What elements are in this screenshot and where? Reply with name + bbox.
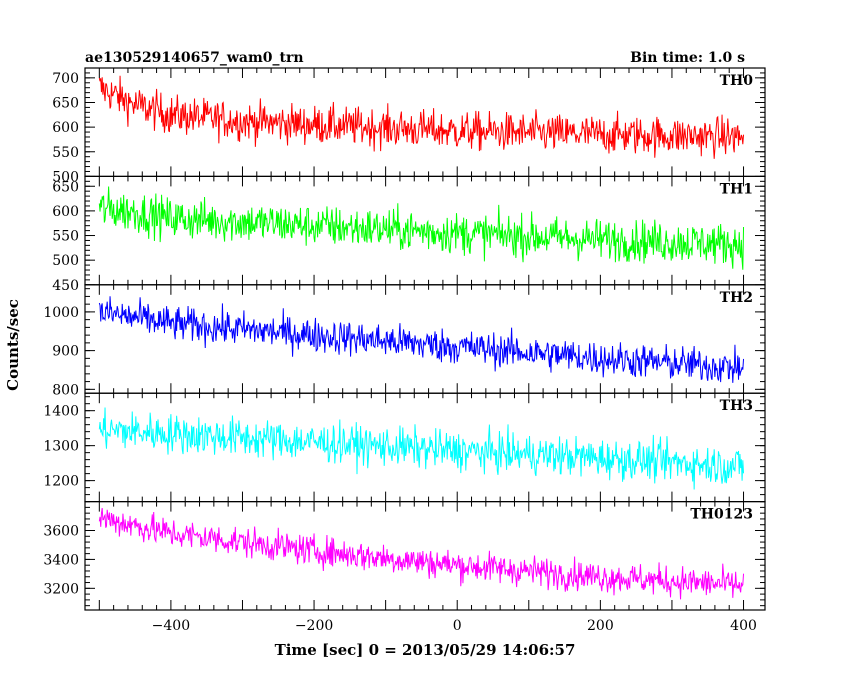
panel-frames xyxy=(84,67,766,611)
axis-ticks xyxy=(85,67,765,610)
series-line-th2 xyxy=(98,296,745,383)
axis-labels: TH0 500 550 600 650 700 TH1 450 500 550 600 650 TH2 8… xyxy=(43,71,757,634)
series-lines xyxy=(98,75,745,600)
y-tick-label: 1000 xyxy=(43,305,79,321)
x-tick-label: 400 xyxy=(730,618,757,634)
y-tick-label: 3400 xyxy=(43,552,79,568)
y-tick-label: 3600 xyxy=(43,524,79,540)
series-label-th0123: TH0123 xyxy=(690,507,753,523)
series-line-th3 xyxy=(98,407,745,490)
y-tick-label: 550 xyxy=(52,145,79,161)
y-tick-label: 500 xyxy=(52,169,79,185)
y-tick-label: 800 xyxy=(52,382,79,398)
y-tick-label: 600 xyxy=(52,120,79,136)
panel-frame-th0123 xyxy=(84,501,766,611)
y-tick-label: 650 xyxy=(52,179,79,195)
series-label-th1: TH1 xyxy=(720,181,753,197)
y-tick-label: 900 xyxy=(52,344,79,360)
series-line-th0 xyxy=(98,75,745,159)
y-tick-label: 450 xyxy=(52,278,79,294)
x-tick-label: 200 xyxy=(587,618,614,634)
x-tick-label: −200 xyxy=(295,618,333,634)
y-tick-label: 700 xyxy=(52,71,79,87)
y-tick-label: 3200 xyxy=(43,581,79,597)
y-tick-label: 1300 xyxy=(43,439,79,455)
series-label-th3: TH3 xyxy=(720,398,753,414)
y-tick-label: 550 xyxy=(52,229,79,245)
y-tick-label: 650 xyxy=(52,95,79,111)
panel-frame-th2 xyxy=(84,284,766,394)
x-tick-label: −400 xyxy=(152,618,190,634)
series-line-th1 xyxy=(98,186,745,270)
x-axis-label: Time [sec] 0 = 2013/05/29 14:06:57 xyxy=(275,641,576,659)
chart-title-left: ae130529140657_wam0_trn xyxy=(85,50,304,66)
x-tick-label: 0 xyxy=(453,618,462,634)
series-line-th0123 xyxy=(98,507,745,600)
y-tick-label: 1200 xyxy=(43,474,79,490)
y-tick-label: 500 xyxy=(52,253,79,269)
y-tick-label: 1400 xyxy=(43,404,79,420)
chart-title-right: Bin time: 1.0 s xyxy=(630,50,745,66)
series-label-th2: TH2 xyxy=(720,290,753,306)
series-label-th0: TH0 xyxy=(720,73,754,89)
y-axis-label: Counts/sec xyxy=(4,299,22,391)
y-tick-label: 600 xyxy=(52,204,79,220)
